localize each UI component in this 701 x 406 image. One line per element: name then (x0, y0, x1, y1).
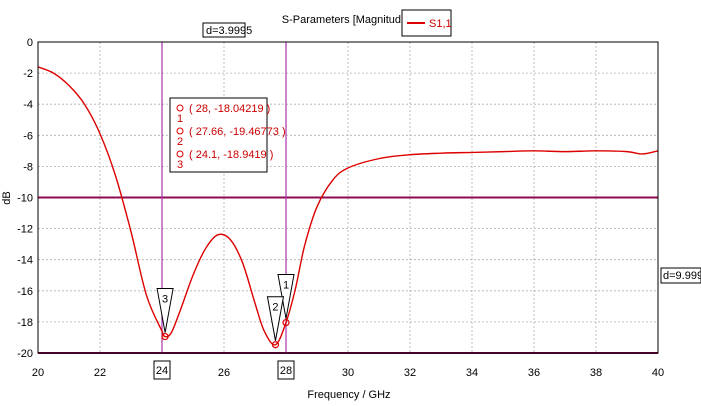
horizontal-delta-label: d=9.9999 (660, 267, 701, 284)
marker-flag (156, 288, 174, 333)
marker-box-value: ( 24.1, -18.9419 ) (189, 149, 273, 161)
axis-ticks: 20222426283032343638400-2-4-6-8-10-12-14… (17, 37, 664, 379)
x-tick-label: 26 (218, 367, 230, 379)
x-tick-label: 30 (342, 367, 354, 379)
x-tick-label: 32 (404, 367, 416, 379)
marker-point (161, 332, 169, 341)
marker-flag-label: 1 (283, 280, 289, 292)
vertical-marker-labels: 24 28 (153, 360, 295, 380)
x-tick-label: 36 (528, 367, 540, 379)
vertical-delta-label: d=3.9995 (202, 22, 252, 38)
vertical-marker-label-box (277, 360, 295, 380)
marker-point (271, 341, 280, 349)
legend-entry: S1,1 (429, 18, 452, 30)
y-axis-label: dB (1, 191, 13, 204)
y-tick-label: -10 (17, 193, 33, 205)
y-tick-label: -20 (17, 348, 33, 360)
chart-title: S-Parameters [Magnitude] (282, 14, 410, 26)
y-tick-label: -18 (17, 317, 33, 329)
y-tick-label: -16 (17, 286, 33, 298)
marker-box-symbol (176, 104, 184, 112)
y-tick-label: -6 (23, 130, 33, 142)
marker-flag (266, 296, 285, 341)
marker-box-symbol (176, 150, 184, 158)
vertical-delta-box (202, 22, 246, 38)
marker-label-box[interactable]: 1 ( 28, -18.04219 ) 2 ( 27.66, -19.46773 ) 3… (169, 97, 286, 173)
x-tick-label: 40 (652, 367, 664, 379)
horizontal-delta-text: d=9.9999 (663, 270, 701, 282)
y-tick-label: -12 (17, 224, 33, 236)
marker-points (161, 318, 290, 349)
y-tick-label: -4 (23, 99, 33, 111)
horizontal-delta-box (660, 267, 701, 284)
marker-flag-label: 3 (162, 294, 168, 306)
vertical-marker-label-box (153, 360, 171, 380)
y-tick-label: -2 (23, 68, 33, 80)
x-tick-label: 22 (94, 367, 106, 379)
marker-box-value: ( 28, -18.04219 ) (189, 103, 270, 115)
series-s11-line (37, 66, 659, 346)
grid (37, 41, 659, 354)
marker-box-id: 1 (177, 113, 183, 125)
marker-point (282, 318, 290, 327)
x-tick-label: 38 (590, 367, 602, 379)
marker-box-value: ( 27.66, -19.46773 ) (189, 126, 286, 138)
y-tick-label: -8 (23, 161, 33, 173)
marker-box (169, 97, 268, 173)
marker-box-id: 2 (177, 136, 183, 148)
x-tick-label: 20 (32, 367, 44, 379)
marker-flag-label: 2 (272, 302, 278, 314)
x-tick-label: 34 (466, 367, 478, 379)
marker-flags: 12 3 (156, 274, 295, 341)
y-tick-label: -14 (17, 255, 33, 267)
marker-box-id: 3 (177, 159, 183, 171)
plot-frame (37, 41, 659, 354)
vertical-marker-label: 28 (280, 365, 292, 377)
x-axis-label: Frequency / GHz (307, 389, 390, 401)
legend[interactable]: S1,1 (401, 9, 452, 37)
y-tick-label: 0 (27, 37, 33, 49)
marker-box-symbol (176, 127, 184, 135)
vertical-marker-label: 24 (156, 365, 168, 377)
vertical-delta-text: d=3.9995 (206, 25, 252, 37)
